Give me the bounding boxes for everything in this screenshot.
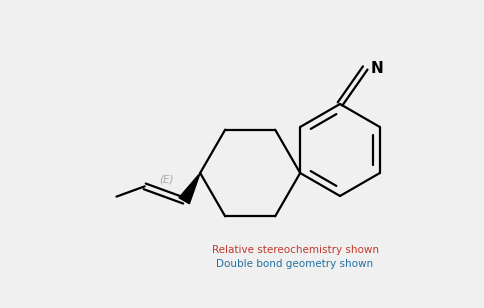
Text: Double bond geometry shown: Double bond geometry shown: [216, 259, 374, 269]
Text: Relative stereochemistry shown: Relative stereochemistry shown: [212, 245, 378, 255]
Text: (E): (E): [159, 175, 174, 184]
Text: N: N: [370, 62, 383, 76]
Polygon shape: [179, 173, 200, 204]
